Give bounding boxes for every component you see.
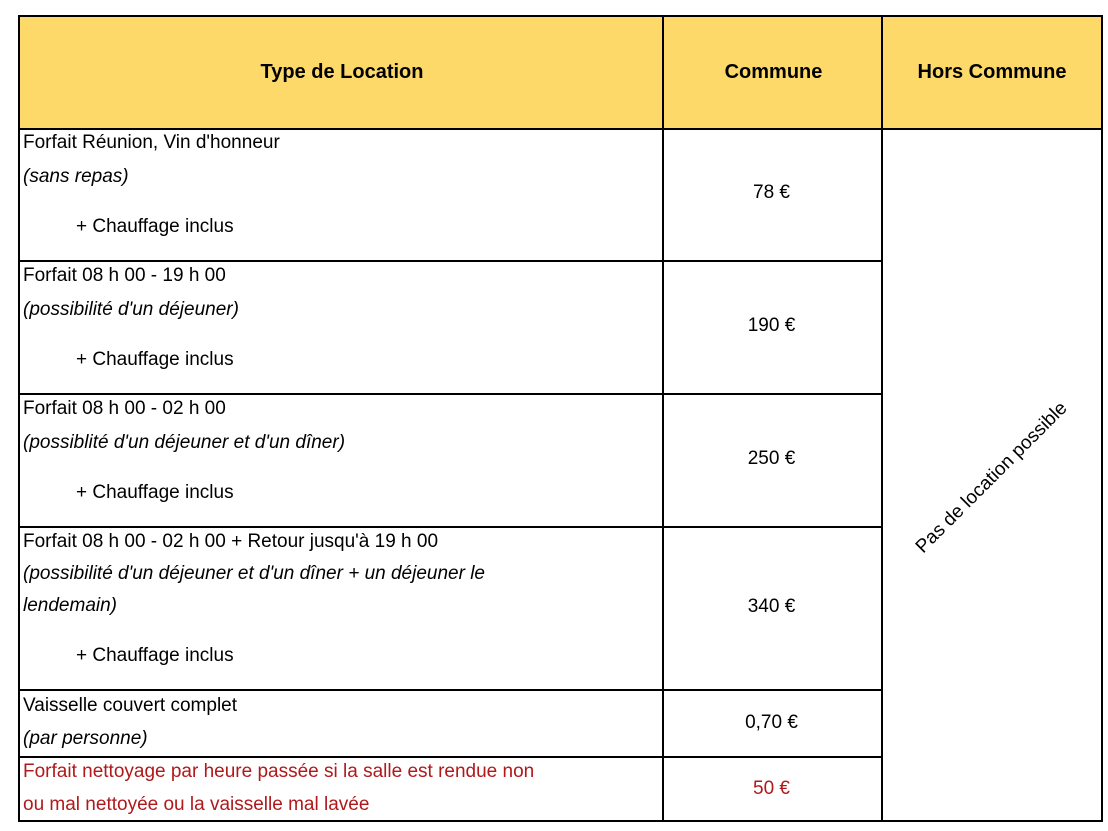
row-note: (sans repas) — [23, 166, 129, 187]
row-note: (possibilité d'un déjeuner) — [23, 299, 239, 320]
row-price: 250 € — [747, 448, 796, 469]
row-title: Forfait 08 h 00 - 19 h 00 — [23, 265, 226, 286]
pricing-table: Type de Location Commune Hors Commune — [18, 15, 1103, 822]
row-extra: + Chauffage inclus — [76, 349, 234, 370]
row-price: 340 € — [747, 596, 796, 617]
row-divider — [664, 260, 883, 262]
column-divider — [881, 17, 883, 822]
row-divider — [664, 689, 883, 691]
row-price: 50 € — [753, 778, 790, 799]
row-divider — [20, 756, 664, 758]
row-title-continued: ou mal nettoyée ou la vaisselle mal lavé… — [23, 794, 370, 815]
row-note: (possibilité d'un déjeuner et d'un dîner… — [23, 563, 485, 584]
row-note: (par personne) — [23, 728, 148, 749]
row-title: Vaisselle couvert complet — [23, 695, 238, 716]
table-header — [20, 17, 1101, 130]
row-divider — [664, 526, 883, 528]
row-price: 78 € — [753, 182, 790, 203]
row-divider — [20, 689, 664, 691]
row-divider — [20, 393, 664, 395]
row-note: (possiblité d'un déjeuner et d'un dîner) — [23, 432, 346, 453]
row-extra: + Chauffage inclus — [76, 645, 234, 666]
row-price: 190 € — [747, 315, 796, 336]
row-extra: + Chauffage inclus — [76, 216, 234, 237]
header-type: Type de Location — [260, 61, 424, 83]
row-divider — [20, 526, 664, 528]
row-divider — [664, 756, 883, 758]
column-divider — [662, 17, 664, 822]
header-commune: Commune — [724, 61, 823, 83]
row-divider — [664, 393, 883, 395]
row-divider — [20, 260, 664, 262]
row-extra: + Chauffage inclus — [76, 482, 234, 503]
row-price: 0,70 € — [745, 712, 798, 733]
row-title: Forfait 08 h 00 - 02 h 00 — [23, 398, 226, 419]
row-title: Forfait nettoyage par heure passée si la… — [23, 761, 535, 782]
row-title: Forfait Réunion, Vin d'honneur — [23, 132, 280, 153]
header-hors-commune: Hors Commune — [917, 61, 1067, 83]
row-title: Forfait 08 h 00 - 02 h 00 + Retour jusqu… — [23, 531, 439, 552]
row-note-continued: lendemain) — [23, 595, 117, 616]
